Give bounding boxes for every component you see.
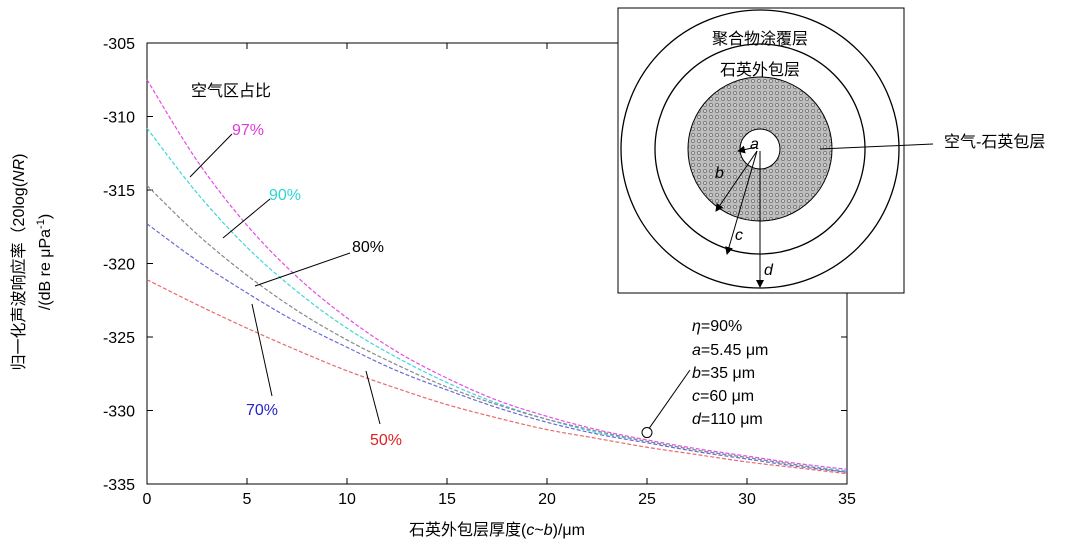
label-70: 70% bbox=[246, 402, 278, 419]
y-tick-label: -310 bbox=[103, 110, 135, 127]
x-tick-label: 10 bbox=[338, 491, 356, 508]
series-line-50pct bbox=[146, 279, 848, 475]
param-eta: η=90% bbox=[692, 318, 742, 335]
y-axis: -305 -310 -315 -320 -325 -330 -335 bbox=[103, 36, 847, 494]
x-tick-label: 20 bbox=[538, 491, 556, 508]
legend-title: 空气区占比 bbox=[191, 82, 271, 100]
y-tick-label: -305 bbox=[103, 36, 135, 53]
label-50: 50% bbox=[370, 432, 402, 449]
radius-c-label: c bbox=[735, 227, 743, 244]
x-tick-label: 35 bbox=[838, 491, 856, 508]
leader-97 bbox=[189, 133, 233, 178]
label-97: 97% bbox=[232, 122, 264, 139]
leader-50 bbox=[365, 370, 381, 425]
radius-a-label: a bbox=[750, 136, 759, 153]
x-tick-label: 5 bbox=[243, 491, 252, 508]
highlight-marker bbox=[641, 427, 653, 439]
series-leader-lines bbox=[189, 133, 381, 425]
y-tick-label: -325 bbox=[103, 330, 135, 347]
series-line-90pct bbox=[146, 127, 848, 472]
y-axis-title-line1: 归一化声波响应率（20log(NR) bbox=[9, 154, 28, 371]
x-tick-label: 15 bbox=[438, 491, 456, 508]
x-axis-title: 石英外包层厚度(c~b)/μm bbox=[409, 521, 585, 539]
fiber-inset: 聚合物涂覆层 石英外包层 a b c d bbox=[617, 7, 934, 294]
param-d: d=110 μm bbox=[692, 411, 763, 428]
params-block: η=90% a=5.45 μm b=35 μm c=60 μm d=110 μm bbox=[692, 318, 768, 428]
silica-cladding-label: 石英外包层 bbox=[720, 61, 800, 79]
air-silica-cladding-label: 空气-石英包层 bbox=[944, 133, 1045, 151]
x-tick-label: 30 bbox=[738, 491, 756, 508]
param-b: b=35 μm bbox=[692, 365, 755, 382]
leader-80 bbox=[254, 252, 351, 287]
param-a: a=5.45 μm bbox=[692, 342, 768, 359]
label-80: 80% bbox=[352, 239, 384, 256]
polymer-coating-label: 聚合物涂覆层 bbox=[712, 30, 808, 48]
series-line-70pct bbox=[146, 223, 848, 473]
highlight-leader bbox=[648, 369, 691, 429]
x-tick-label: 25 bbox=[638, 491, 656, 508]
cladding-leader bbox=[819, 143, 934, 150]
param-c: c=60 μm bbox=[692, 388, 754, 405]
radius-b-label: b bbox=[715, 165, 724, 182]
label-90: 90% bbox=[269, 187, 301, 204]
radius-d-label: d bbox=[764, 262, 774, 279]
radius-a-arrow bbox=[737, 145, 758, 154]
leader-70 bbox=[251, 303, 273, 397]
radius-c-arrow bbox=[725, 150, 758, 255]
series-group bbox=[146, 79, 848, 475]
x-axis: 0 5 10 15 20 25 30 35 bbox=[143, 43, 856, 508]
y-tick-label: -330 bbox=[103, 404, 135, 421]
leader-90 bbox=[222, 198, 271, 239]
y-tick-label: -335 bbox=[103, 477, 135, 494]
radius-b-arrow bbox=[715, 150, 758, 212]
series-line-97pct bbox=[146, 79, 848, 470]
y-tick-label: -320 bbox=[103, 257, 135, 274]
series-line-80pct bbox=[146, 185, 848, 473]
y-axis-title-line2: /(dB re μPa-1) bbox=[35, 214, 54, 310]
y-tick-label: -315 bbox=[103, 183, 135, 200]
x-tick-label: 0 bbox=[143, 491, 152, 508]
